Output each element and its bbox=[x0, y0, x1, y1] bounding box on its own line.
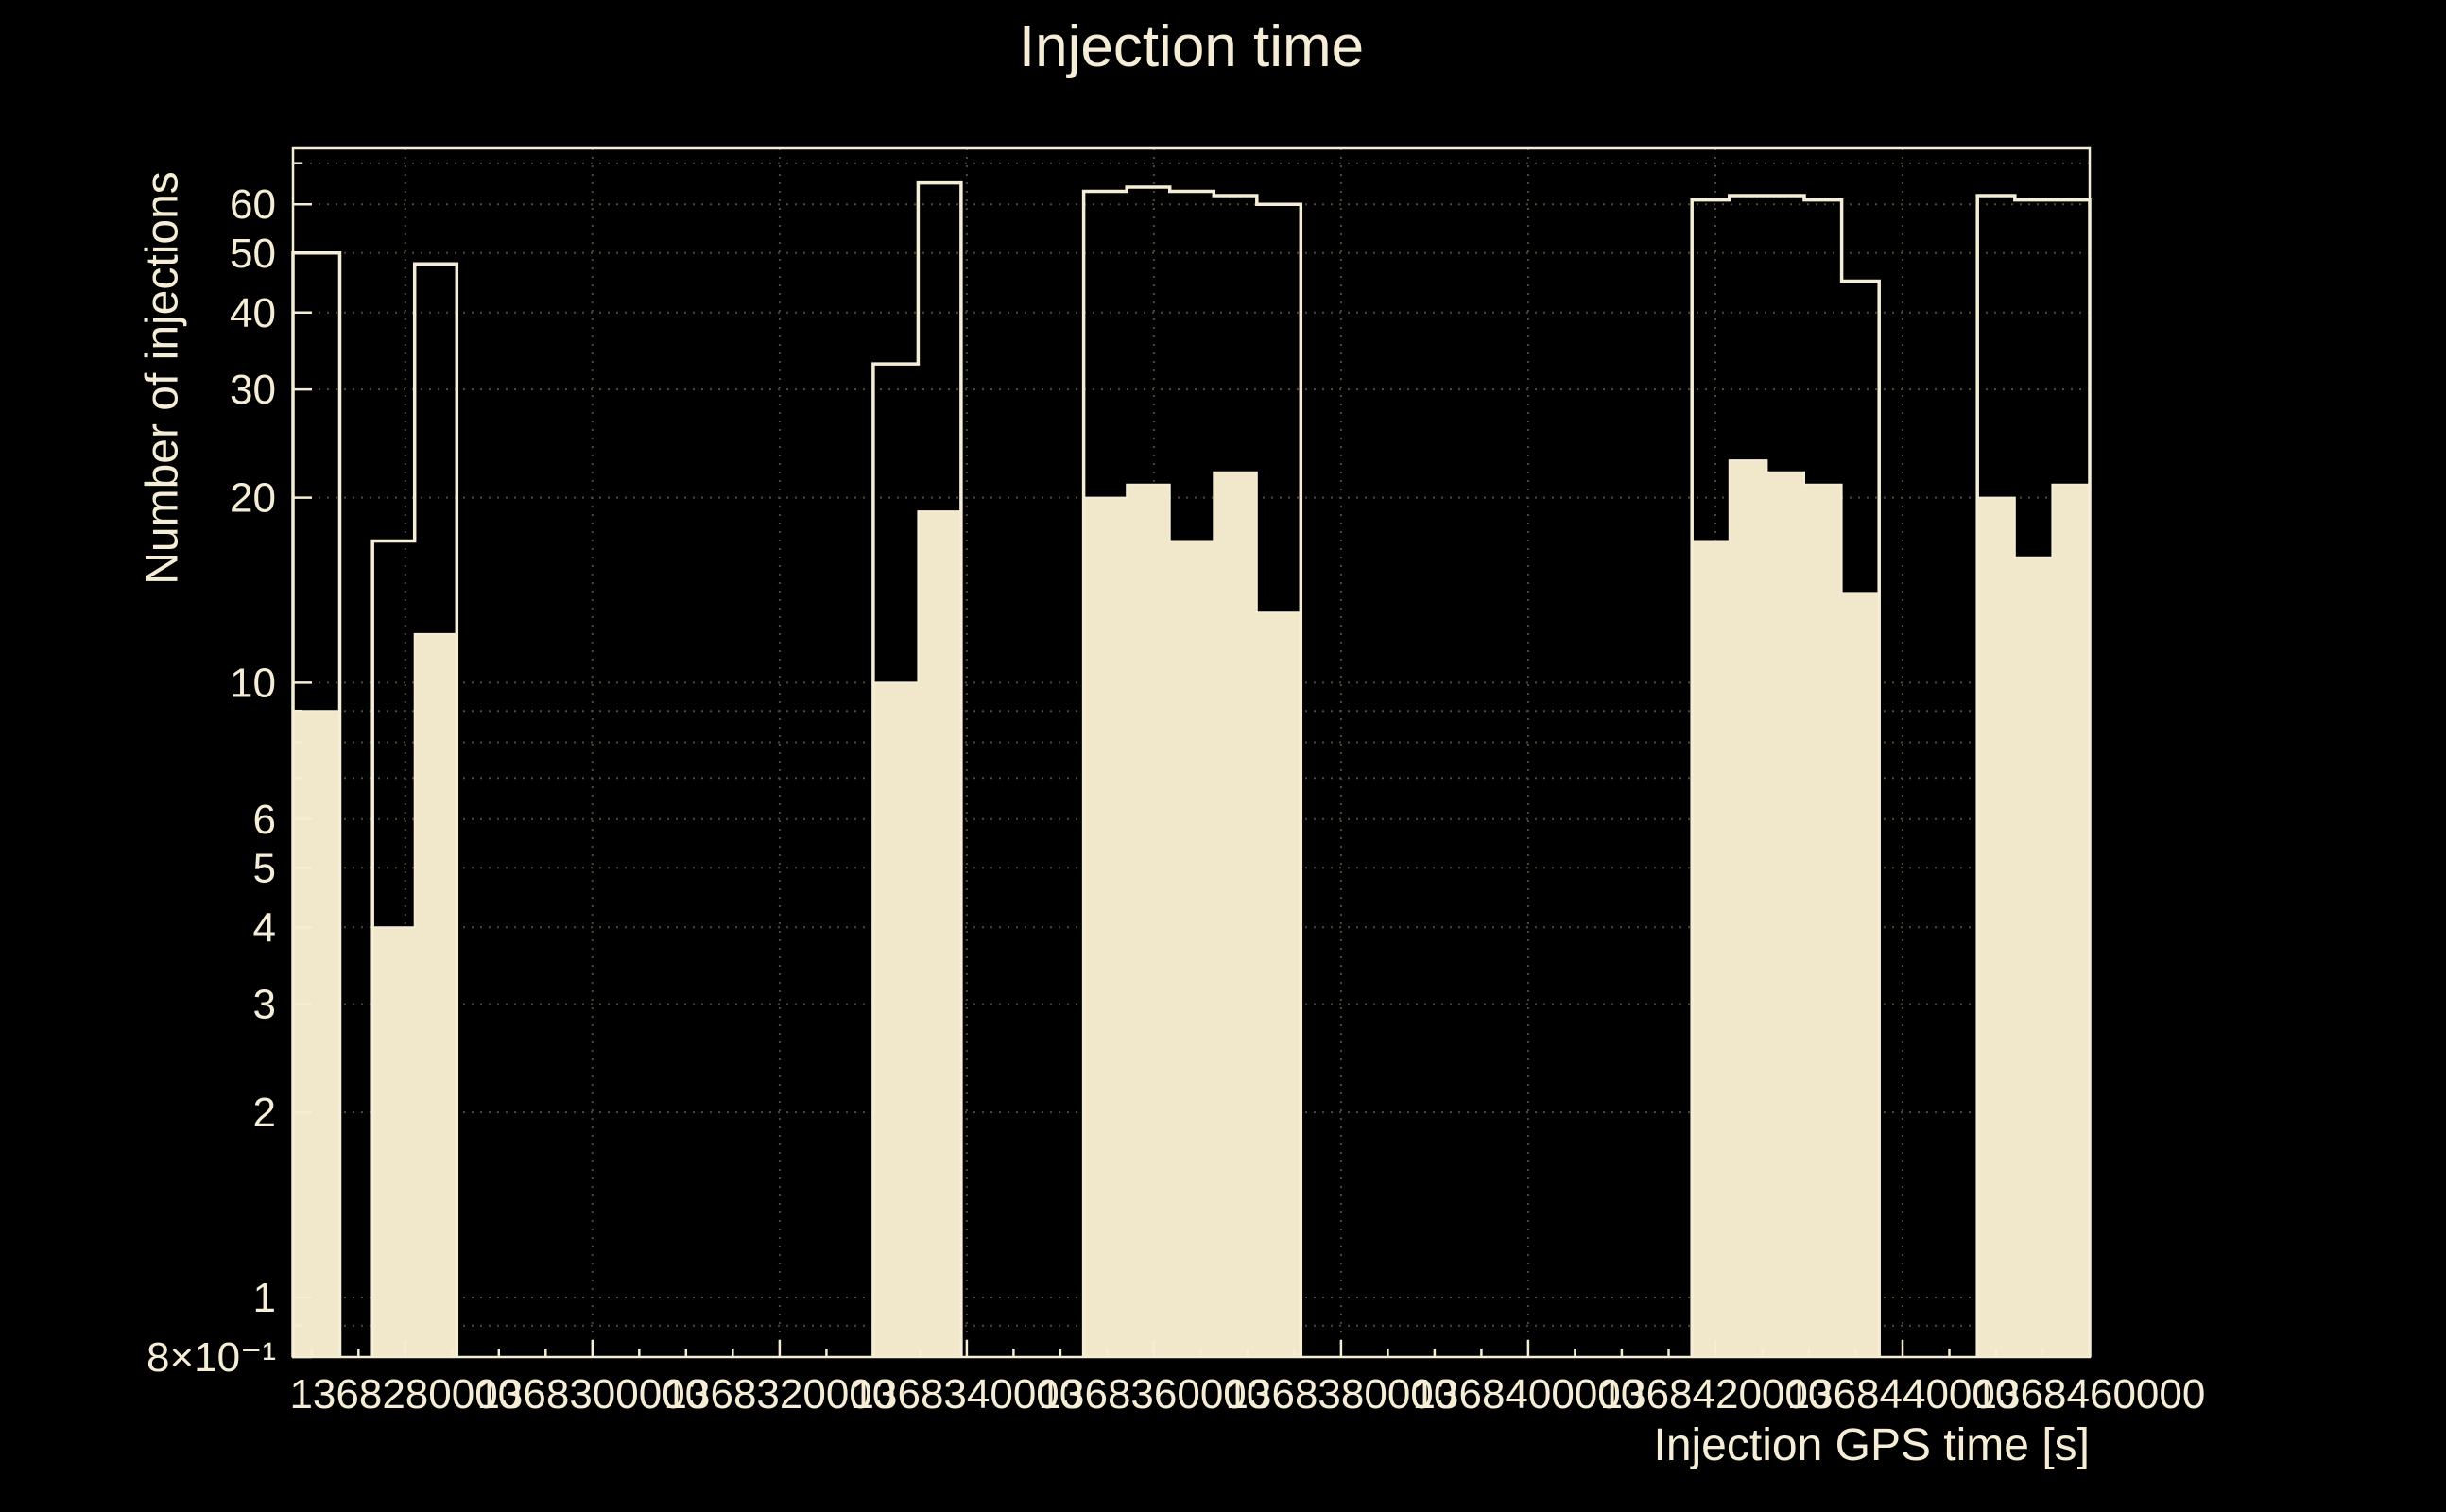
y-tick-label: 8×10⁻¹ bbox=[146, 1334, 276, 1381]
y-tick-label: 4 bbox=[253, 904, 276, 951]
chart-title: Injection time bbox=[1018, 14, 1365, 79]
x-axis-title: Injection GPS time [s] bbox=[1653, 1420, 2090, 1470]
y-tick-label: 2 bbox=[253, 1090, 276, 1136]
x-tick-label: 1368460000 bbox=[1974, 1371, 2206, 1418]
x-tick-labels: 1368280000136830000013683200001368340000… bbox=[289, 1371, 2205, 1418]
y-tick-label: 30 bbox=[230, 367, 276, 413]
x-tick-label: 1368400000 bbox=[1413, 1371, 1645, 1418]
y-tick-label: 60 bbox=[230, 181, 276, 228]
y-tick-label: 10 bbox=[230, 660, 276, 706]
x-tick-label: 1368320000 bbox=[664, 1371, 896, 1418]
x-tick-label: 1368280000 bbox=[289, 1371, 521, 1418]
y-tick-label: 1 bbox=[253, 1275, 276, 1321]
x-tick-label: 1368380000 bbox=[1226, 1371, 1457, 1418]
y-tick-label: 20 bbox=[230, 475, 276, 522]
y-tick-label: 3 bbox=[253, 982, 276, 1028]
x-tick-label: 1368300000 bbox=[476, 1371, 708, 1418]
axis-ticks bbox=[293, 162, 2092, 1359]
x-tick-label: 1368360000 bbox=[1039, 1371, 1270, 1418]
y-tick-label: 50 bbox=[230, 231, 276, 277]
plot-frame bbox=[291, 146, 2092, 1359]
x-tick-label: 1368440000 bbox=[1787, 1371, 2019, 1418]
x-tick-label: 1368420000 bbox=[1600, 1371, 1832, 1418]
y-tick-label: 40 bbox=[230, 290, 276, 336]
filled-histogram bbox=[292, 459, 2091, 1358]
x-tick-label: 1368340000 bbox=[852, 1371, 1083, 1418]
y-tick-label: 5 bbox=[253, 845, 276, 891]
y-tick-label: 6 bbox=[253, 797, 276, 843]
